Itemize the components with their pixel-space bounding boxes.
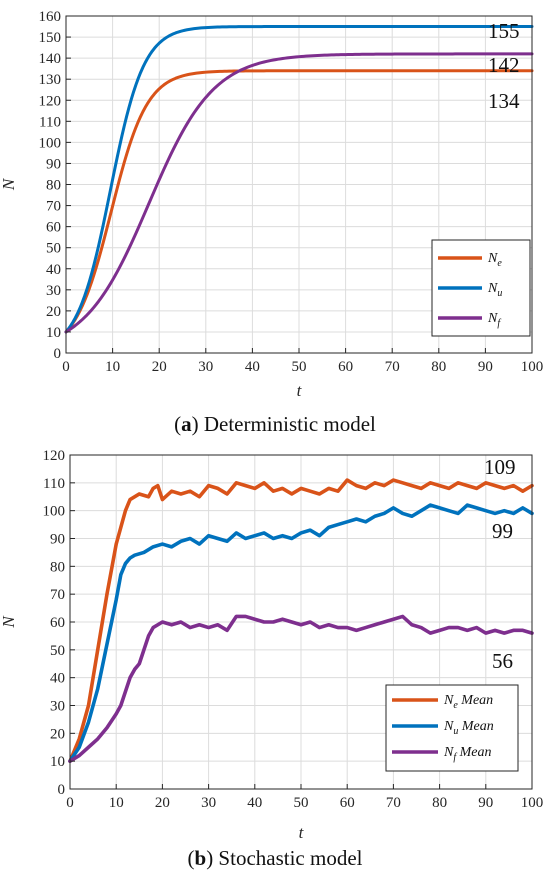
y-tick-label: 60: [46, 220, 61, 236]
legend-label-f: Nf: [487, 311, 501, 329]
end-value-label-f: 56: [492, 649, 513, 673]
y-tick-label: 50: [46, 241, 61, 257]
x-tick-label: 90: [478, 795, 493, 811]
y-tick-label: 120: [43, 448, 66, 464]
end-value-label-u: 155: [488, 19, 520, 43]
end-value-label-e: 134: [488, 89, 520, 113]
y-axis-label: N: [0, 177, 18, 191]
x-tick-label: 30: [198, 359, 213, 375]
x-tick-label: 80: [431, 359, 446, 375]
y-tick-label: 30: [46, 283, 61, 299]
caption-letter: b: [194, 846, 207, 870]
x-tick-label: 30: [201, 795, 216, 811]
x-tick-label: 40: [247, 795, 262, 811]
x-tick-label: 10: [109, 795, 124, 811]
caption-letter: a: [181, 412, 192, 436]
y-tick-label: 160: [39, 9, 62, 25]
series-line-u: [64, 25, 534, 334]
series-line-f: [64, 52, 534, 334]
y-tick-label: 120: [39, 93, 62, 109]
y-axis-label: N: [0, 615, 18, 629]
caption-deterministic: (a) Deterministic model: [174, 412, 376, 436]
x-tick-label: 60: [338, 359, 353, 375]
chart-deterministic: 0 10 20 30 40 50 60 70 80 90 100 0 10 20 30 40 50 60 70 80 9…: [0, 9, 543, 400]
legend-label-u: Nu: [487, 281, 502, 299]
series-line-e: [68, 478, 534, 763]
x-tick-label: 10: [105, 359, 120, 375]
x-tick-label: 70: [386, 795, 401, 811]
legend-label-e: Ne: [487, 251, 502, 269]
y-tick-label: 0: [58, 782, 66, 798]
y-tick-label: 20: [50, 726, 65, 742]
y-tick-label: 140: [39, 51, 62, 67]
x-axis-label: t: [299, 823, 305, 842]
y-tick-label: 80: [50, 559, 65, 575]
series-line-u: [68, 503, 534, 763]
y-tick-label: 40: [50, 671, 65, 687]
y-tick-label: 10: [46, 325, 61, 341]
end-value-label-e: 109: [484, 455, 516, 479]
y-tick-label: 90: [50, 532, 65, 548]
y-tick-label: 60: [50, 615, 65, 631]
y-tick-label: 70: [50, 587, 65, 603]
legend-label-f: Nf Mean: [443, 745, 492, 763]
x-tick-label: 0: [62, 359, 70, 375]
x-tick-label: 60: [340, 795, 355, 811]
y-tick-label: 20: [46, 304, 61, 320]
y-tick-label: 50: [50, 643, 65, 659]
chart-stochastic: 0 10 20 30 40 50 60 70 80 90 100 0 10 20 30 40 50 60 70 80 9…: [0, 448, 543, 842]
y-tick-label: 110: [39, 114, 61, 130]
series-line-e: [64, 69, 534, 334]
x-tick-label: 20: [155, 795, 170, 811]
x-axis-label: t: [297, 381, 303, 400]
legend-label-e: Ne Mean: [443, 693, 493, 711]
x-tick-label: 0: [66, 795, 74, 811]
y-tick-label: 150: [39, 30, 62, 46]
y-tick-label: 90: [46, 156, 61, 172]
caption-text: ) Deterministic model: [191, 412, 376, 436]
end-value-label-f: 142: [488, 53, 520, 77]
y-tick-label: 100: [43, 504, 66, 520]
x-tick-label: 40: [245, 359, 260, 375]
y-tick-label: 130: [39, 72, 62, 88]
y-tick-label: 110: [43, 476, 65, 492]
x-tick-label: 100: [521, 795, 544, 811]
y-tick-label: 40: [46, 262, 61, 278]
x-tick-label: 70: [385, 359, 400, 375]
end-value-label-u: 99: [492, 519, 513, 543]
x-tick-label: 50: [294, 795, 309, 811]
y-tick-label: 30: [50, 699, 65, 715]
x-tick-label: 100: [521, 359, 544, 375]
y-tick-label: 0: [54, 346, 62, 362]
x-tick-label: 80: [432, 795, 447, 811]
y-tick-label: 70: [46, 199, 61, 215]
x-tick-label: 20: [152, 359, 167, 375]
x-tick-label: 90: [478, 359, 493, 375]
y-tick-label: 80: [46, 178, 61, 194]
caption-stochastic: (b) Stochastic model: [187, 846, 363, 870]
y-tick-label: 100: [39, 135, 62, 151]
series-line-f: [68, 614, 534, 763]
y-tick-label: 10: [50, 754, 65, 770]
caption-text: ) Stochastic model: [206, 846, 363, 870]
legend-label-u: Nu Mean: [443, 719, 494, 737]
x-tick-label: 50: [292, 359, 307, 375]
